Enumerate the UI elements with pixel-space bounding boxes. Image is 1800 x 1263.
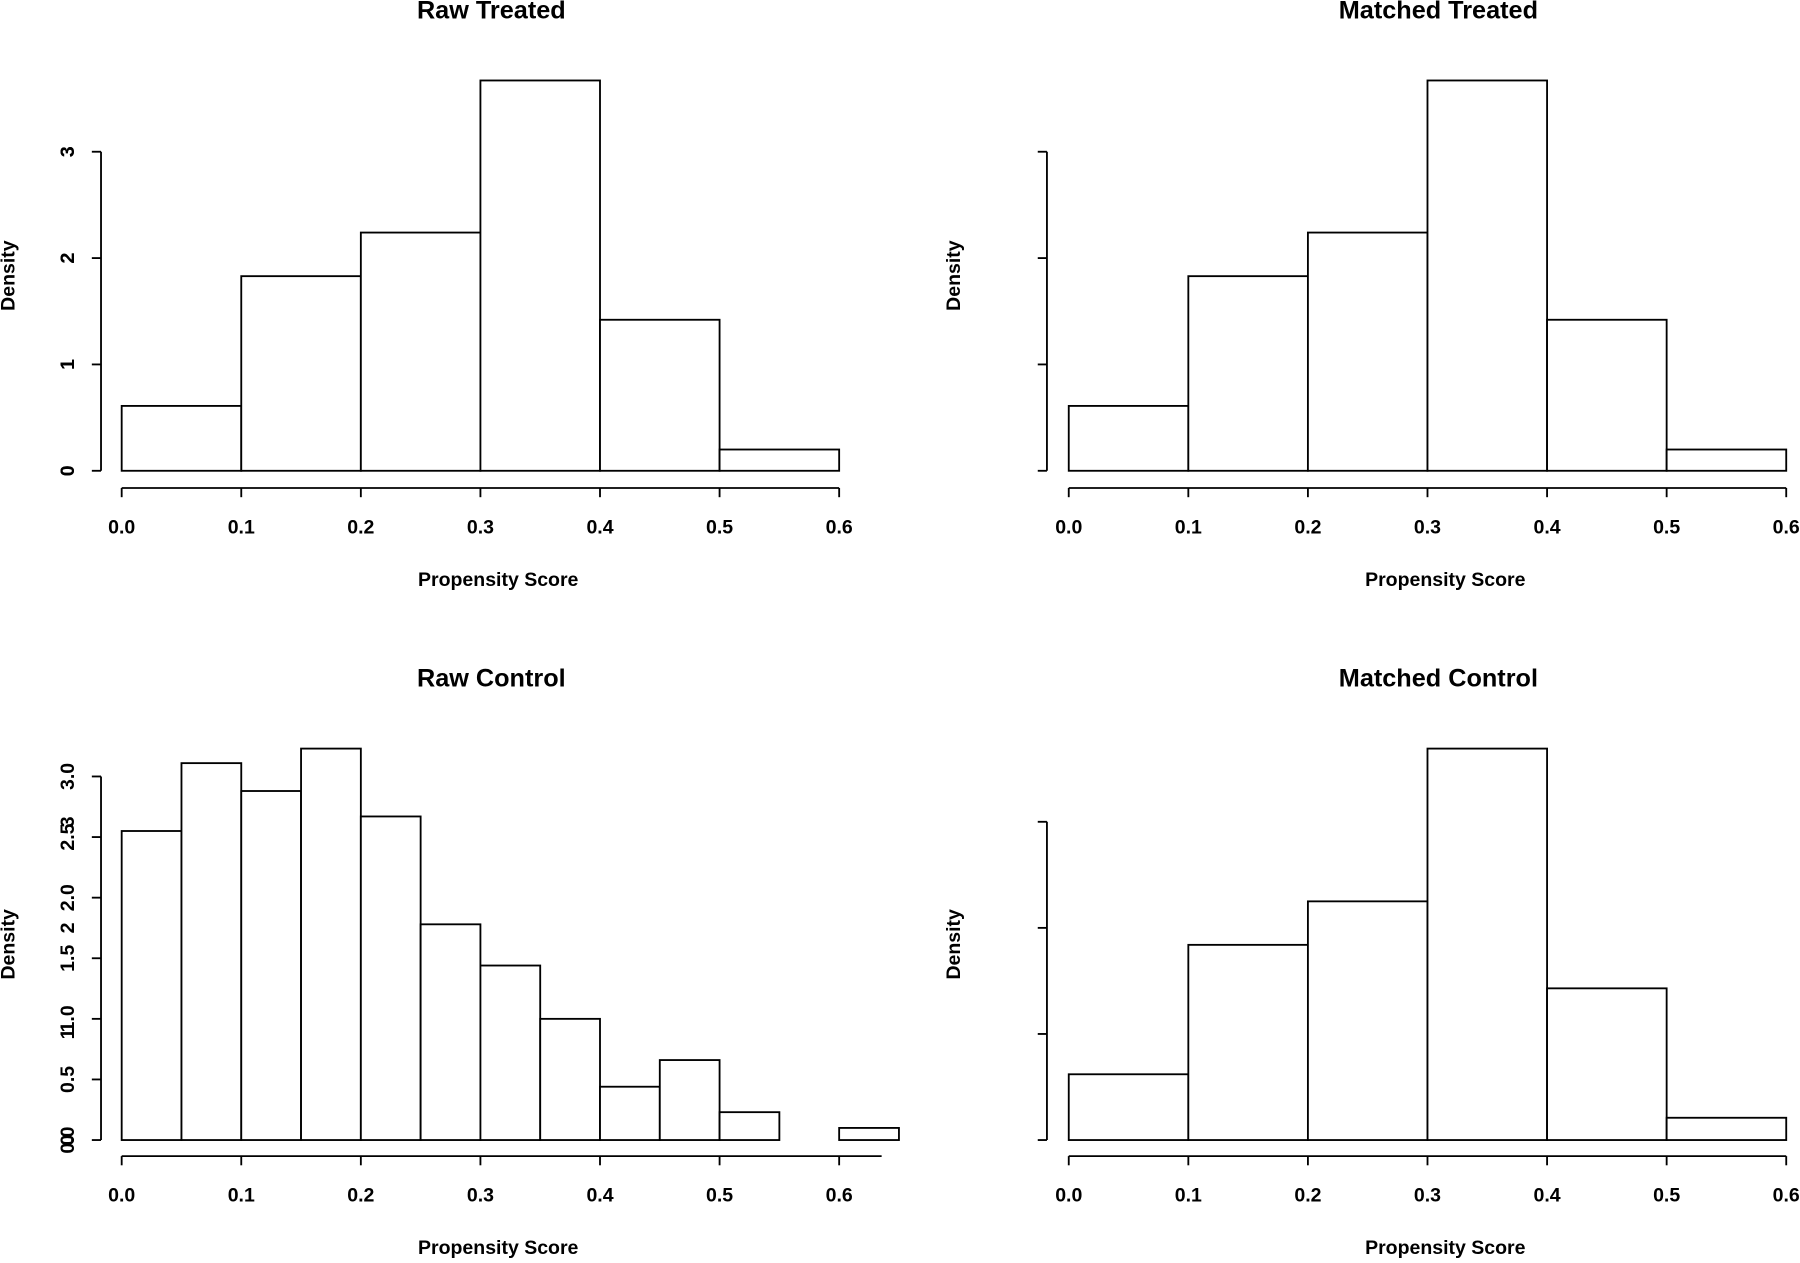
x-axis-label: Propensity Score xyxy=(418,1237,579,1259)
bar xyxy=(479,79,601,472)
y-tick-label: 1 xyxy=(57,359,79,370)
bar xyxy=(240,275,362,472)
chart-title: Raw Control xyxy=(417,664,566,692)
y-tick-label: 0.5 xyxy=(57,1066,79,1093)
x-tick-label: 0.1 xyxy=(228,516,255,538)
bar xyxy=(120,404,243,472)
bar xyxy=(1426,747,1548,1141)
bar xyxy=(1665,448,1788,472)
x-tick-label: 0.4 xyxy=(586,1184,613,1206)
x-tick-label: 0.4 xyxy=(1534,516,1561,538)
bar xyxy=(599,1085,661,1141)
x-axis-label: Propensity Score xyxy=(1365,569,1526,591)
x-tick-label: 0.2 xyxy=(1294,516,1321,538)
bar xyxy=(479,964,542,1141)
x-axis-label: Propensity Score xyxy=(418,569,579,591)
x-tick-label: 0.6 xyxy=(826,516,853,538)
chart-title: Matched Control xyxy=(1339,664,1538,692)
chart-title: Matched Treated xyxy=(1339,0,1538,24)
bar xyxy=(599,318,721,472)
x-tick-label: 0.5 xyxy=(706,516,733,538)
bar xyxy=(240,790,302,1141)
bar xyxy=(718,1111,781,1141)
x-tick-label: 0.0 xyxy=(108,516,135,538)
x-tick-label: 0.3 xyxy=(1414,516,1441,538)
y-tick-label: 0 xyxy=(57,465,79,476)
x-tick-label: 0.1 xyxy=(1175,516,1202,538)
bar xyxy=(300,747,362,1141)
y-tick-label: 3 xyxy=(57,146,79,157)
x-tick-label: 0.5 xyxy=(706,1184,733,1206)
x-axis-label: Propensity Score xyxy=(1365,1237,1526,1259)
y-tick-label: 1.5 xyxy=(57,945,79,972)
x-tick-label: 0.4 xyxy=(586,516,613,538)
chart-title: Raw Treated xyxy=(417,0,566,24)
bar xyxy=(718,448,841,472)
bar xyxy=(658,1059,721,1141)
y-tick-label: 2.0 xyxy=(57,884,79,911)
bar xyxy=(1546,987,1668,1141)
bar xyxy=(180,762,243,1141)
bar xyxy=(1665,1116,1788,1141)
x-tick-label: 0.3 xyxy=(467,516,494,538)
bar xyxy=(539,1017,601,1141)
bar xyxy=(359,815,422,1141)
x-tick-label: 0.1 xyxy=(228,1184,255,1206)
y-tick-label: 3.0 xyxy=(57,763,79,790)
x-tick-label: 0.6 xyxy=(826,1184,853,1206)
x-tick-label: 0.4 xyxy=(1534,1184,1561,1206)
y-tick-label: 0.0 xyxy=(57,1126,79,1153)
y-tick-label: 1.0 xyxy=(57,1005,79,1032)
x-tick-label: 0.1 xyxy=(1175,1184,1202,1206)
x-tick-label: 0.2 xyxy=(347,1184,374,1206)
x-tick-label: 0.2 xyxy=(1294,1184,1321,1206)
y-tick-label: 2 xyxy=(57,922,79,933)
y-tick-label: 3 xyxy=(57,816,79,827)
x-tick-label: 0.6 xyxy=(1773,516,1800,538)
x-tick-label: 0.5 xyxy=(1653,1184,1680,1206)
y-tick-label: 1 xyxy=(57,359,79,370)
y-axis-label: Density xyxy=(943,240,965,311)
bar xyxy=(1187,943,1309,1141)
bar xyxy=(419,923,482,1141)
y-tick-label: 2 xyxy=(57,253,79,264)
bar xyxy=(1187,275,1309,472)
y-tick-label: 3 xyxy=(57,146,79,157)
y-tick-label: 2 xyxy=(57,253,79,264)
x-tick-label: 0.0 xyxy=(1055,1184,1082,1206)
y-axis-label: Density xyxy=(943,909,965,980)
bar xyxy=(1067,404,1190,472)
y-tick-label: 2.5 xyxy=(57,823,79,850)
y-axis-label: Density xyxy=(0,909,19,980)
bar xyxy=(838,1127,900,1141)
x-tick-label: 0.0 xyxy=(108,1184,135,1206)
bar xyxy=(1546,318,1668,472)
bar xyxy=(359,231,482,472)
x-tick-label: 0.6 xyxy=(1773,1184,1800,1206)
x-tick-label: 0.5 xyxy=(1653,516,1680,538)
bar xyxy=(120,830,183,1141)
x-tick-label: 0.3 xyxy=(1414,1184,1441,1206)
y-tick-label: 1 xyxy=(57,1028,79,1039)
bar xyxy=(1067,1073,1190,1141)
y-tick-label: 0 xyxy=(57,1134,79,1145)
bar xyxy=(1426,79,1548,472)
x-tick-label: 0.2 xyxy=(347,516,374,538)
x-tick-label: 0.3 xyxy=(467,1184,494,1206)
y-axis-label: Density xyxy=(0,240,19,311)
bar xyxy=(1306,900,1429,1141)
bar xyxy=(1306,231,1429,472)
y-tick-label: 0 xyxy=(57,465,79,476)
x-tick-label: 0.0 xyxy=(1055,516,1082,538)
